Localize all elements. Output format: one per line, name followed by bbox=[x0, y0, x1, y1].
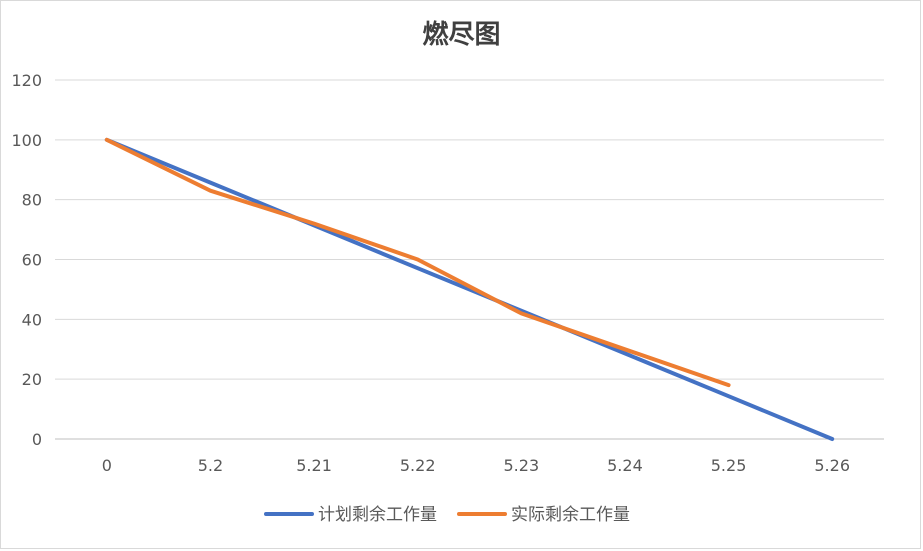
y-tick-label: 120 bbox=[11, 71, 42, 90]
x-tick-label: 0 bbox=[102, 456, 112, 475]
y-tick-label: 40 bbox=[22, 310, 42, 329]
y-axis-ticks: 0 20 40 60 80 100 120 bbox=[11, 71, 42, 449]
x-tick-label: 5.26 bbox=[814, 456, 850, 475]
gridlines bbox=[55, 79, 884, 440]
series-line-1 bbox=[104, 137, 835, 441]
y-tick-label: 60 bbox=[22, 251, 42, 270]
x-tick-label: 5.21 bbox=[296, 456, 332, 475]
chart-title: 燃尽图 bbox=[422, 20, 501, 50]
x-tick-label: 5.2 bbox=[198, 456, 223, 475]
x-tick-label: 5.24 bbox=[607, 456, 643, 475]
x-tick-label: 5.25 bbox=[711, 456, 747, 475]
legend-label: 实际剩余工作量 bbox=[511, 505, 630, 525]
x-tick-label: 5.22 bbox=[400, 456, 436, 475]
x-axis-ticks: 0 5.2 5.21 5.22 5.23 5.24 5.25 5.26 bbox=[102, 456, 850, 475]
y-tick-label: 100 bbox=[11, 131, 42, 150]
y-tick-label: 20 bbox=[22, 370, 42, 389]
y-tick-label: 80 bbox=[22, 191, 42, 210]
legend-label: 计划剩余工作量 bbox=[318, 505, 437, 525]
series-lines bbox=[104, 137, 835, 441]
x-tick-label: 5.23 bbox=[504, 456, 540, 475]
y-tick-label: 0 bbox=[32, 430, 42, 449]
legend: 计划剩余工作量 实际剩余工作量 bbox=[264, 505, 630, 525]
